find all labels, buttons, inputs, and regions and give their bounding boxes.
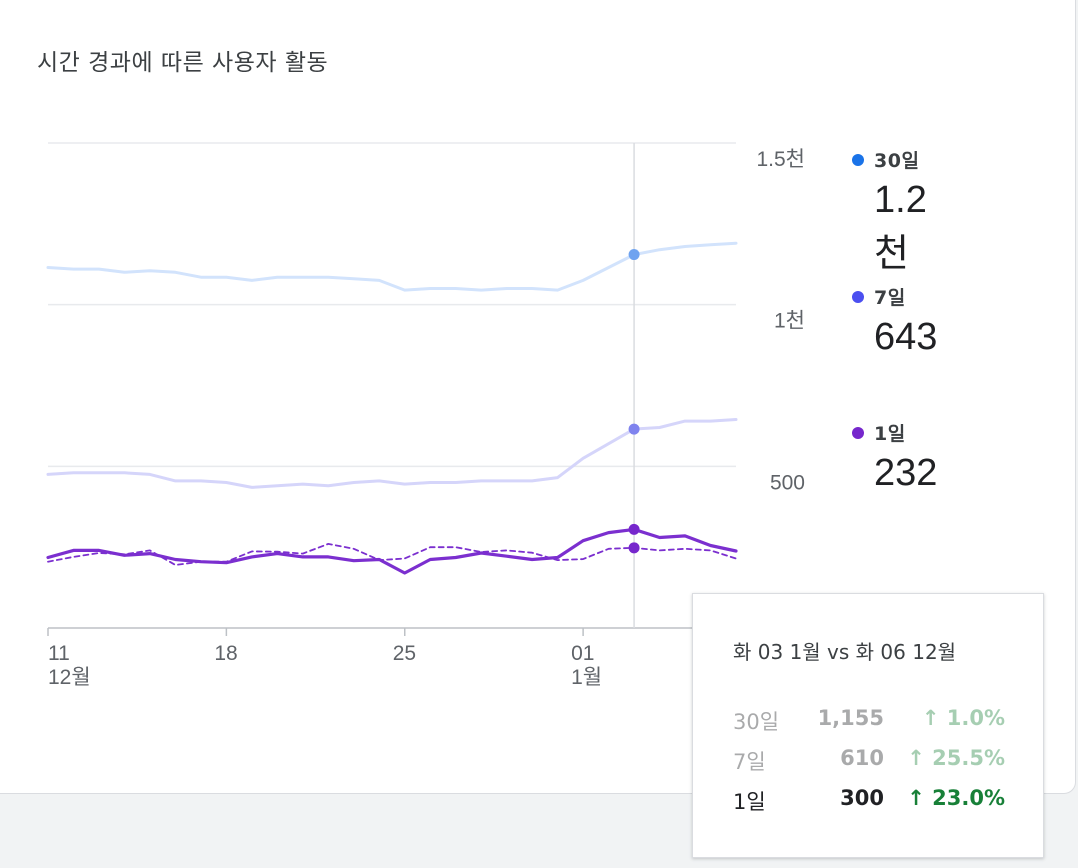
- card-title: 시간 경과에 따른 사용자 활동: [37, 50, 329, 76]
- x-tick-sublabel: 12월: [48, 666, 91, 689]
- comparison-tooltip: 화 03 1월 vs 화 06 12월 30일 1,155 ↑ 1.0% 7일 610 ↑…: [692, 593, 1044, 858]
- tooltip-row-name: 30일: [733, 710, 780, 734]
- series-line-2: [46, 527, 738, 575]
- tooltip-row-name: 7일: [733, 750, 766, 774]
- highlight-point-2: [628, 523, 640, 535]
- y-tick-label: 500: [770, 471, 805, 494]
- x-tick-label: 18: [214, 642, 237, 665]
- highlight-point-1: [628, 423, 640, 435]
- tooltip-row-value: 300: [840, 786, 884, 810]
- legend-item[interactable]: 1일 232: [852, 419, 937, 495]
- legend-label: 30일: [874, 150, 920, 172]
- x-tick-label: 11: [48, 642, 70, 665]
- legend-item[interactable]: 30일 1.2천: [852, 146, 927, 277]
- x-tick-sublabel: 1월: [571, 666, 602, 689]
- legend-item[interactable]: 7일 643: [852, 283, 937, 359]
- legend-value: 1.2천: [874, 179, 927, 275]
- tooltip-row: 7일 610 ↑ 25.5%: [733, 746, 1005, 778]
- tooltip-row: 30일 1,155 ↑ 1.0%: [733, 706, 1005, 738]
- highlight-point-0: [628, 249, 640, 261]
- tooltip-title: 화 03 1월 vs 화 06 12월: [733, 640, 957, 664]
- legend-value: 643: [874, 316, 938, 358]
- tooltip-row-value: 610: [840, 746, 884, 770]
- tooltip-row: 1일 300 ↑ 23.0%: [733, 786, 1005, 818]
- y-tick-label: 1.5천: [756, 148, 805, 171]
- series-line-1: [46, 418, 738, 489]
- tooltip-row-change: ↑ 23.0%: [907, 786, 1005, 810]
- tooltip-row-value: 1,155: [817, 706, 884, 730]
- user-activity-card: 시간 경과에 따른 사용자 활동: [0, 0, 1076, 794]
- legend-label: 1일: [874, 423, 906, 445]
- x-tick-label: 25: [393, 642, 416, 665]
- legend-dot-icon: [852, 426, 864, 439]
- legend-dot-icon: [852, 153, 864, 166]
- legend-label: 7일: [874, 287, 906, 309]
- tooltip-row-change: ↑ 1.0%: [921, 706, 1005, 730]
- highlight-point-3: [628, 542, 640, 554]
- tooltip-row-name: 1일: [733, 790, 766, 814]
- series-line-3: [47, 543, 737, 566]
- tooltip-row-change: ↑ 25.5%: [907, 746, 1005, 770]
- legend-value: 232: [874, 452, 938, 494]
- x-tick-label: 01: [571, 642, 594, 665]
- y-tick-label: 1천: [774, 310, 805, 333]
- series-line-0: [46, 241, 738, 292]
- legend-dot-icon: [852, 290, 864, 303]
